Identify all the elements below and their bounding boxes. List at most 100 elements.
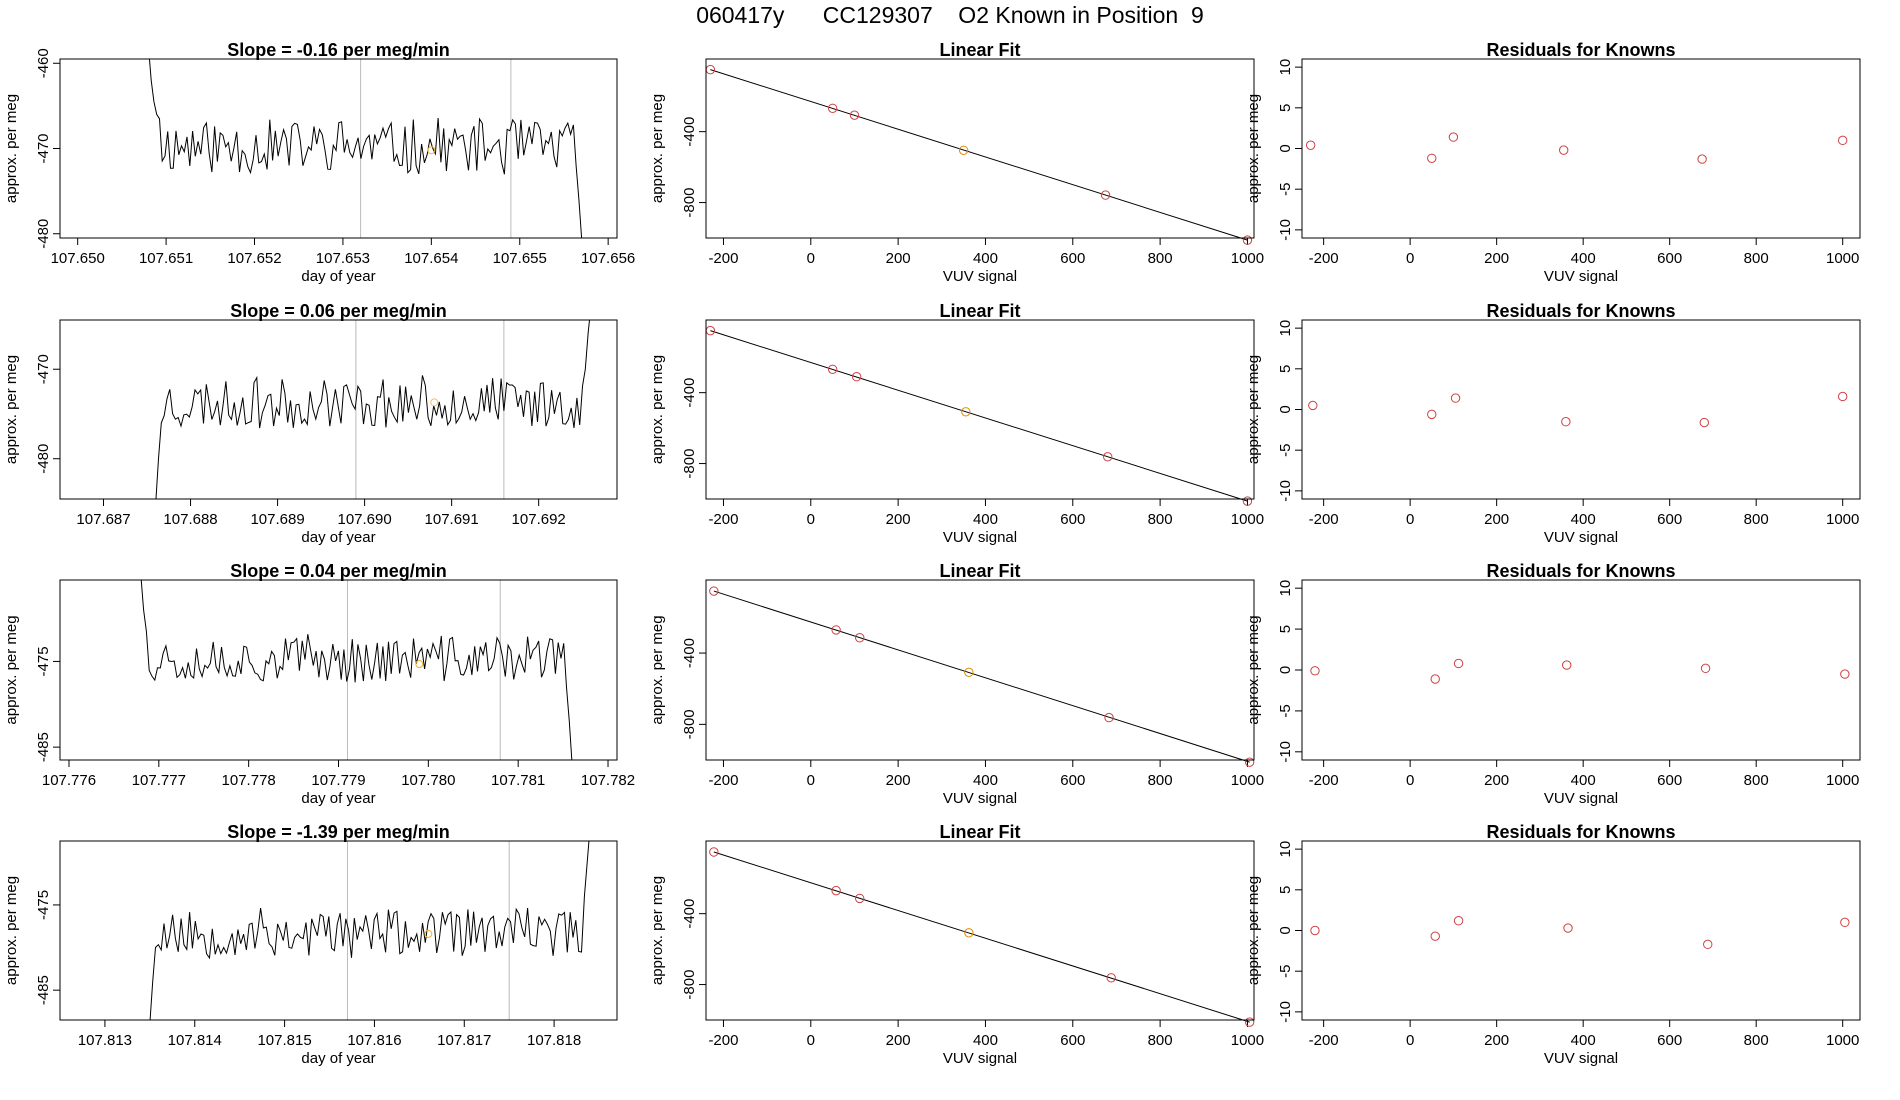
x-tick-label: 200 bbox=[886, 1032, 911, 1049]
chart-title: Slope = -0.16 per meg/min bbox=[227, 40, 450, 60]
data-point bbox=[831, 885, 841, 896]
y-tick-label: -460 bbox=[35, 48, 52, 78]
x-tick-label: 600 bbox=[1060, 772, 1085, 789]
x-tick-label: 600 bbox=[1060, 250, 1085, 267]
chart-title: Slope = 0.06 per meg/min bbox=[230, 301, 447, 321]
x-tick-label: -200 bbox=[1309, 772, 1339, 789]
data-point bbox=[851, 372, 862, 382]
fit-line bbox=[713, 590, 1250, 763]
x-tick-label: 1000 bbox=[1826, 250, 1859, 267]
x-tick-label: 107.779 bbox=[311, 772, 365, 789]
x-tick-label: 600 bbox=[1657, 772, 1682, 789]
y-tick-label: 5 bbox=[1277, 365, 1294, 373]
y-axis-label: approx. per meg bbox=[3, 876, 20, 985]
known-data-point bbox=[964, 667, 974, 678]
x-tick-label: 600 bbox=[1657, 250, 1682, 267]
data-point bbox=[1840, 917, 1850, 928]
x-tick-label: 600 bbox=[1657, 511, 1682, 528]
data-point bbox=[827, 103, 838, 113]
x-tick-label: 107.653 bbox=[316, 250, 370, 267]
x-tick-label: 800 bbox=[1744, 511, 1769, 528]
x-tick-label: 200 bbox=[1484, 511, 1509, 528]
plot-frame bbox=[705, 579, 1255, 761]
x-axis-label: day of year bbox=[301, 529, 375, 546]
x-axis-label: VUV signal bbox=[1544, 1050, 1618, 1067]
y-tick-label: -400 bbox=[681, 638, 698, 668]
y-tick-label: -400 bbox=[681, 899, 698, 929]
y-tick-label: -480 bbox=[35, 219, 52, 249]
x-tick-label: 0 bbox=[807, 1032, 815, 1049]
x-tick-label: 400 bbox=[1571, 511, 1596, 528]
x-tick-label: 0 bbox=[1406, 1032, 1414, 1049]
x-tick-label: 800 bbox=[1744, 772, 1769, 789]
x-tick-label: -200 bbox=[708, 511, 738, 528]
chart-title: Slope = 0.04 per meg/min bbox=[230, 561, 447, 581]
y-tick-label: -800 bbox=[681, 970, 698, 1000]
x-tick-label: 200 bbox=[886, 772, 911, 789]
data-point bbox=[1430, 674, 1440, 684]
chart-panel-12: Residuals for Knowns-200 0 200 400 600 800 100… bbox=[1245, 822, 1861, 1067]
x-tick-label: 1000 bbox=[1826, 1032, 1859, 1049]
y-axis-label: approx. per meg bbox=[649, 615, 666, 724]
x-tick-label: 400 bbox=[973, 250, 998, 267]
x-tick-label: 107.780 bbox=[401, 772, 455, 789]
y-axis-label: approx. per meg bbox=[649, 876, 666, 985]
chart-panel-7: Slope = 0.04 per meg/min 107.776 107.777 10… bbox=[3, 561, 635, 807]
x-tick-label: 800 bbox=[1744, 1032, 1769, 1049]
x-tick-label: 400 bbox=[973, 772, 998, 789]
plot-frame bbox=[59, 840, 618, 1021]
y-tick-label: -10 bbox=[1277, 219, 1294, 241]
data-point bbox=[1430, 931, 1440, 941]
chart-panel-5: Linear Fit -200 0 200 400 600 800 1000 -400 -800 V… bbox=[649, 301, 1264, 546]
x-tick-label: 200 bbox=[886, 511, 911, 528]
x-axis-label: day of year bbox=[301, 790, 375, 807]
plot-frame bbox=[59, 319, 618, 500]
y-tick-label: -5 bbox=[1277, 444, 1294, 457]
x-tick-label: 400 bbox=[1571, 250, 1596, 267]
y-tick-label: 5 bbox=[1277, 886, 1294, 894]
x-tick-label: 107.652 bbox=[227, 250, 281, 267]
data-point bbox=[1104, 712, 1114, 723]
y-tick-label: 5 bbox=[1277, 625, 1294, 633]
y-axis-label: approx. per meg bbox=[1245, 615, 1262, 724]
x-tick-label: 1000 bbox=[1231, 772, 1264, 789]
y-tick-label: -400 bbox=[681, 378, 698, 408]
known-point-marker bbox=[424, 929, 433, 938]
plot-frame bbox=[1301, 319, 1861, 500]
y-tick-label: -485 bbox=[35, 732, 52, 762]
x-tick-label: -200 bbox=[1309, 1032, 1339, 1049]
x-tick-label: 200 bbox=[1484, 772, 1509, 789]
data-point bbox=[1697, 154, 1707, 164]
data-point bbox=[1103, 452, 1113, 462]
data-point bbox=[831, 625, 841, 635]
x-tick-label: -200 bbox=[708, 1032, 738, 1049]
plot-frame bbox=[1301, 58, 1861, 239]
x-tick-label: 1000 bbox=[1826, 772, 1859, 789]
x-tick-label: -200 bbox=[708, 772, 738, 789]
figure-title: 060417y CC129307 O2 Known in Position 9 bbox=[696, 2, 1204, 28]
y-axis-label: approx. per meg bbox=[649, 94, 666, 203]
y-tick-label: 10 bbox=[1277, 580, 1294, 597]
chart-panel-10: Slope = -1.39 per meg/min 107.813 107.814 1… bbox=[3, 822, 618, 1067]
x-axis-label: VUV signal bbox=[943, 1050, 1017, 1067]
x-tick-label: 0 bbox=[807, 772, 815, 789]
x-tick-label: 1000 bbox=[1231, 511, 1264, 528]
chart-panel-3: Residuals for Knowns-200 0 200 400 600 800 100… bbox=[1245, 40, 1861, 285]
x-tick-label: 107.814 bbox=[168, 1032, 222, 1049]
x-tick-label: 107.692 bbox=[512, 511, 566, 528]
data-point bbox=[709, 586, 719, 596]
y-axis-label: approx. per meg bbox=[3, 615, 20, 724]
y-tick-label: -5 bbox=[1277, 965, 1294, 978]
y-tick-label: -10 bbox=[1277, 480, 1294, 502]
x-tick-label: 200 bbox=[1484, 1032, 1509, 1049]
y-tick-label: -475 bbox=[35, 890, 52, 920]
x-tick-label: 107.689 bbox=[250, 511, 304, 528]
chart-panel-11: Linear Fit -200 0 200 400 600 800 1000 -400 -800 V… bbox=[649, 822, 1264, 1067]
y-tick-label: 0 bbox=[1277, 405, 1294, 413]
data-point bbox=[1700, 663, 1711, 674]
x-tick-label: 200 bbox=[1484, 250, 1509, 267]
data-point bbox=[1244, 1017, 1255, 1027]
data-point bbox=[1837, 391, 1848, 402]
data-point bbox=[849, 110, 860, 120]
y-tick-label: -480 bbox=[35, 444, 52, 474]
